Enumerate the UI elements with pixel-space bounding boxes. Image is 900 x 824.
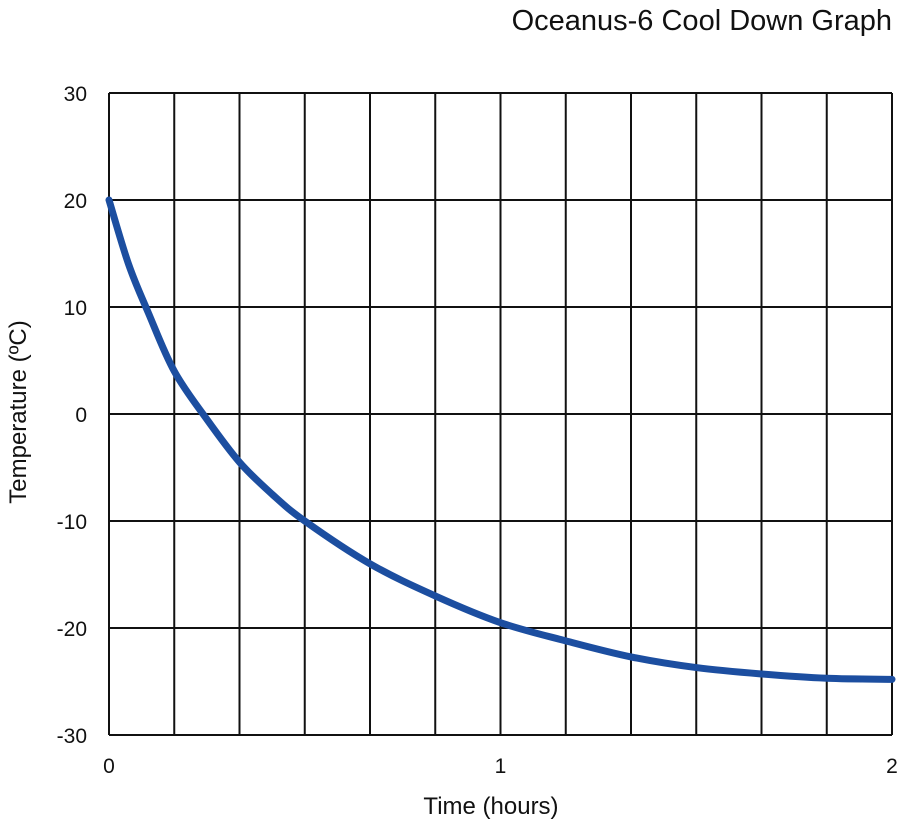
y-tick-label: 0 [75,404,87,427]
y-axis-label: Temperature (ºC) [5,320,32,503]
x-tick-label: 1 [495,755,507,778]
x-tick-label: 0 [103,755,115,778]
y-tick-label: -30 [57,725,87,748]
grid-lines [108,92,893,736]
x-tick-labels: 0 1 2 [103,755,898,778]
y-tick-label: -20 [57,618,87,641]
y-tick-label: -10 [57,511,87,534]
y-tick-label: 20 [64,190,87,213]
x-axis-label: Time (hours) [423,793,558,820]
series-line [105,196,896,683]
x-tick-label: 2 [886,755,898,778]
chart-title: Oceanus-6 Cool Down Graph [512,5,892,37]
series-group [105,196,896,683]
y-tick-labels: 30 20 10 0 -10 -20 -30 [57,83,87,748]
y-tick-label: 30 [64,83,87,106]
y-tick-label: 10 [64,297,87,320]
